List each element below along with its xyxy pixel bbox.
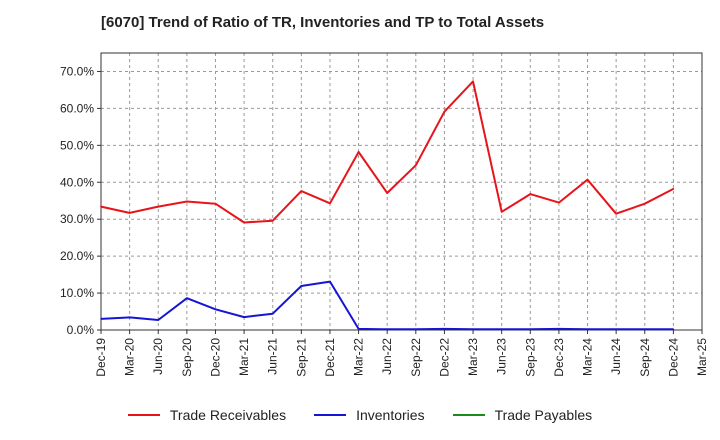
data-point-inventories bbox=[186, 297, 188, 300]
legend: Trade Receivables Inventories Trade Paya… bbox=[0, 404, 720, 426]
y-tick-label: 10.0% bbox=[60, 286, 94, 300]
x-tick-label: Dec-21 bbox=[323, 338, 337, 377]
data-point-inventories bbox=[472, 328, 474, 331]
legend-swatch-trade-receivables bbox=[127, 414, 160, 416]
x-tick-label: Mar-25 bbox=[695, 338, 709, 376]
data-point-inventories bbox=[586, 328, 589, 331]
data-point-trade-receivables bbox=[472, 80, 474, 83]
y-tick-label: 60.0% bbox=[60, 101, 94, 115]
x-tick-label: Jun-24 bbox=[609, 338, 623, 375]
data-point-trade-receivables bbox=[100, 205, 102, 208]
data-point-inventories bbox=[672, 328, 675, 331]
plot-area-frame bbox=[100, 52, 703, 331]
x-tick-label: Dec-22 bbox=[437, 338, 451, 377]
data-point-inventories bbox=[329, 280, 331, 283]
data-point-trade-receivables bbox=[128, 212, 131, 214]
data-point-trade-receivables bbox=[443, 110, 446, 113]
data-point-trade-receivables bbox=[415, 164, 417, 167]
data-point-trade-receivables bbox=[214, 202, 217, 205]
x-tick-label: Dec-19 bbox=[94, 338, 108, 377]
data-point-inventories bbox=[300, 285, 303, 287]
x-tick-label: Mar-22 bbox=[352, 338, 366, 376]
x-tick-label: Sep-24 bbox=[638, 338, 652, 377]
data-point-inventories bbox=[214, 308, 217, 311]
data-point-inventories bbox=[415, 328, 417, 331]
data-point-trade-receivables bbox=[243, 221, 245, 224]
data-point-trade-receivables bbox=[615, 212, 617, 215]
x-tick-label: Jun-20 bbox=[151, 338, 165, 375]
legend-item-trade-payables[interactable]: Trade Payables bbox=[452, 407, 593, 423]
data-point-trade-receivables bbox=[586, 178, 589, 181]
x-tick-label: Mar-23 bbox=[466, 338, 480, 376]
y-tick-label: 70.0% bbox=[60, 64, 94, 78]
x-axis-ticks: Dec-19 Mar-20 Jun-20 Sep-20 Dec-20 Mar-21 Jun-… bbox=[94, 330, 709, 377]
data-point-trade-receivables bbox=[357, 151, 360, 153]
legend-item-trade-receivables[interactable]: Trade Receivables bbox=[127, 407, 287, 423]
data-point-inventories bbox=[558, 328, 560, 330]
chart-title: [6070] Trend of Ratio of TR, Inventories… bbox=[101, 14, 545, 31]
x-tick-label: Mar-21 bbox=[237, 338, 251, 376]
x-tick-label: Sep-23 bbox=[523, 338, 537, 377]
x-tick-label: Jun-22 bbox=[380, 338, 394, 375]
data-point-trade-receivables bbox=[500, 211, 503, 213]
data-point-inventories bbox=[643, 328, 646, 331]
data-point-trade-receivables bbox=[558, 201, 560, 204]
y-tick-label: 40.0% bbox=[60, 175, 94, 189]
data-point-trade-receivables bbox=[643, 202, 646, 205]
data-point-trade-receivables bbox=[329, 202, 331, 205]
data-point-inventories bbox=[529, 328, 532, 331]
data-point-trade-receivables bbox=[186, 200, 188, 203]
data-point-inventories bbox=[443, 328, 446, 330]
data-point-inventories bbox=[357, 328, 360, 330]
data-point-trade-receivables bbox=[386, 192, 388, 194]
data-point-trade-receivables bbox=[271, 219, 274, 222]
y-tick-label: 20.0% bbox=[60, 249, 94, 263]
data-point-trade-receivables bbox=[157, 205, 160, 208]
data-point-inventories bbox=[128, 316, 131, 319]
legend-label-trade-payables: Trade Payables bbox=[494, 407, 593, 423]
data-point-inventories bbox=[271, 312, 274, 315]
legend-label-trade-receivables: Trade Receivables bbox=[169, 407, 287, 423]
x-tick-label: Sep-22 bbox=[409, 338, 423, 377]
series-layer bbox=[100, 80, 675, 331]
x-tick-label: Dec-23 bbox=[552, 338, 566, 377]
x-tick-label: Mar-20 bbox=[123, 338, 137, 376]
data-point-trade-receivables bbox=[529, 193, 532, 195]
x-tick-label: Jun-23 bbox=[495, 338, 509, 375]
legend-item-inventories[interactable]: Inventories bbox=[314, 407, 425, 423]
data-point-trade-receivables bbox=[300, 190, 303, 192]
data-point-inventories bbox=[157, 319, 160, 321]
y-axis-ticks: 0.0% 10.0% 20.0% 30.0% 40.0% 50.0% 60.0% 70.0% bbox=[60, 64, 101, 337]
data-point-inventories bbox=[500, 328, 503, 331]
x-tick-label: Sep-20 bbox=[180, 338, 194, 377]
x-tick-label: Sep-21 bbox=[294, 338, 308, 377]
x-tick-label: Dec-20 bbox=[208, 338, 222, 377]
legend-swatch-trade-payables bbox=[452, 414, 485, 416]
data-point-inventories bbox=[100, 318, 102, 320]
y-tick-label: 50.0% bbox=[60, 138, 94, 152]
legend-label-inventories: Inventories bbox=[356, 407, 425, 423]
y-tick-label: 0.0% bbox=[67, 323, 95, 337]
data-point-inventories bbox=[243, 316, 245, 318]
y-tick-label: 30.0% bbox=[60, 212, 94, 226]
x-tick-label: Dec-24 bbox=[666, 338, 680, 377]
x-tick-label: Jun-21 bbox=[266, 338, 280, 375]
data-point-inventories bbox=[386, 328, 388, 331]
grid-layer bbox=[101, 53, 702, 330]
x-tick-label: Mar-24 bbox=[581, 338, 595, 376]
data-point-inventories bbox=[615, 328, 617, 331]
data-point-trade-receivables bbox=[672, 188, 675, 190]
legend-swatch-inventories bbox=[314, 414, 347, 416]
